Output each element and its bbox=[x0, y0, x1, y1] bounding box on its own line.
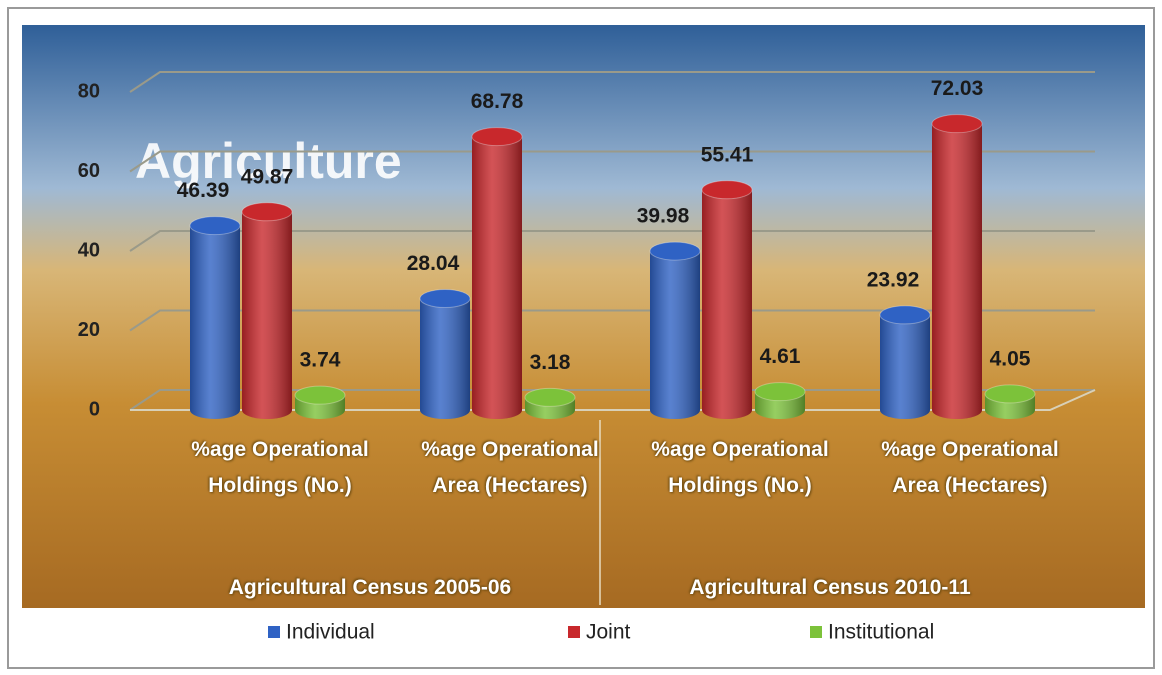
bar-top bbox=[702, 181, 752, 199]
legend-swatch bbox=[568, 626, 580, 638]
bar-top bbox=[985, 385, 1035, 403]
legend-swatch bbox=[268, 626, 280, 638]
bar-top bbox=[242, 203, 292, 221]
data-label: 55.41 bbox=[701, 143, 754, 166]
y-tick-label: 20 bbox=[78, 319, 100, 341]
data-label: 39.98 bbox=[637, 205, 690, 228]
bar-top bbox=[190, 217, 240, 235]
data-label: 49.87 bbox=[241, 165, 294, 188]
bar-shade bbox=[880, 315, 930, 419]
y-tick-label: 40 bbox=[78, 239, 100, 261]
bar-top bbox=[932, 115, 982, 133]
data-label: 46.39 bbox=[177, 179, 230, 202]
x-tick-label: %age Operational Holdings (No.) bbox=[630, 432, 850, 504]
x-tick-label: %age Operational Holdings (No.) bbox=[170, 432, 390, 504]
bar-top bbox=[755, 383, 805, 401]
legend-label: Joint bbox=[586, 621, 631, 644]
bar-top bbox=[650, 242, 700, 260]
data-label: 68.78 bbox=[471, 90, 524, 113]
chart: Agriculture 02040608046.3928.0439.9823.9… bbox=[0, 0, 1162, 675]
data-label: 4.05 bbox=[990, 347, 1031, 370]
legend-label: Institutional bbox=[828, 621, 934, 644]
data-label: 3.74 bbox=[300, 349, 341, 372]
y-tick-label: 60 bbox=[78, 160, 100, 182]
data-label: 3.18 bbox=[530, 351, 571, 374]
bar-top bbox=[472, 128, 522, 146]
legend-swatch bbox=[810, 626, 822, 638]
bar-shade bbox=[242, 212, 292, 419]
group-label: Agricultural Census 2005-06 bbox=[130, 576, 610, 600]
x-tick-label: %age Operational Area (Hectares) bbox=[400, 432, 620, 504]
x-tick-label: %age Operational Area (Hectares) bbox=[860, 432, 1080, 504]
bar-shade bbox=[420, 299, 470, 419]
group-label: Agricultural Census 2010-11 bbox=[590, 576, 1070, 600]
data-label: 28.04 bbox=[407, 252, 460, 275]
legend-label: Individual bbox=[286, 621, 375, 644]
bar-shade bbox=[702, 190, 752, 419]
bar-shade bbox=[650, 251, 700, 419]
bar-shade bbox=[190, 226, 240, 419]
data-label: 72.03 bbox=[931, 77, 984, 100]
page: Agriculture 02040608046.3928.0439.9823.9… bbox=[0, 0, 1162, 675]
data-label: 23.92 bbox=[867, 268, 920, 291]
bar-shade bbox=[932, 124, 982, 419]
y-tick-label: 80 bbox=[78, 80, 100, 102]
y-tick-label: 0 bbox=[89, 398, 100, 420]
bar-top bbox=[420, 290, 470, 308]
data-label: 4.61 bbox=[760, 345, 801, 368]
bar-top bbox=[525, 388, 575, 406]
bar-top bbox=[295, 386, 345, 404]
bar-top bbox=[880, 306, 930, 324]
bar-shade bbox=[472, 137, 522, 419]
